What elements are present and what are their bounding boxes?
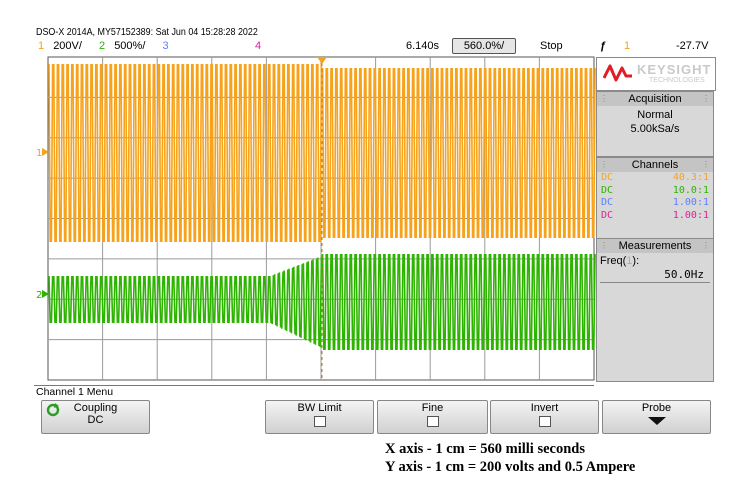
ch4-coupling: DC [601,209,614,221]
measurements-title-text: Measurements [618,240,692,252]
channels-title: ⋮ Channels ⋮ [597,158,713,172]
menu-title: Channel 1 Menu [36,386,114,398]
brand-sub: TECHNOLOGIES [649,77,705,84]
ch1-probe: 40.3:1 [672,172,709,183]
measurements-title: ⋮ Measurements ⋮ [597,239,713,253]
time-scale: 560.0%/ [463,40,505,52]
run-state[interactable]: Stop [540,40,563,52]
coupling-label: Coupling [73,402,118,414]
ch1-coupling: DC [601,172,614,183]
coupling-softkey[interactable]: Coupling DC [41,400,150,434]
ch2-probe: 10.0:1 [672,184,709,196]
acquisition-panel[interactable]: ⋮ Acquisition ⋮ Normal 5.00kSa/s [596,91,714,157]
keysight-wave-icon [603,64,632,82]
measurement-value: 50.0Hz [600,267,710,283]
channels-title-text: Channels [631,159,679,171]
time-scale-box[interactable]: 560.0%/ [452,38,516,54]
bw-limit-checkbox[interactable] [313,416,326,427]
measurement-label: Freq(1): [597,253,713,267]
keysight-logo: KEYSIGHT TECHNOLOGIES [596,57,716,91]
bw-limit-softkey[interactable]: BW Limit [265,400,374,434]
instrument-title: DSO-X 2014A, MY57152389: Sat Jun 04 15:2… [36,26,258,38]
x-axis-caption: X axis - 1 cm = 560 milli seconds [385,441,585,457]
meas-label-channel: 1 [626,255,633,267]
ch1-ground-marker[interactable]: 1 [36,148,49,159]
trigger-marker-icon [317,57,327,64]
fine-checkbox[interactable] [426,416,439,427]
fine-label: Fine [421,402,444,414]
channel-row-2[interactable]: DC 10.0:1 [601,185,709,198]
invert-softkey[interactable]: Invert [490,400,599,434]
bw-limit-label: BW Limit [297,402,342,414]
channel-row-1[interactable]: DC 40.3:1 [601,172,709,185]
fine-softkey[interactable]: Fine [377,400,488,434]
acquisition-title: ⋮ Acquisition ⋮ [597,92,713,106]
channel-row-4[interactable]: DC 1.00:1 [601,210,709,223]
ch2-waveform [48,253,596,351]
ch1-scale[interactable]: 200V/ [53,40,82,52]
acquisition-title-text: Acquisition [628,93,682,105]
probe-softkey[interactable]: Probe [602,400,711,434]
ch3-number[interactable]: 3 [162,40,169,52]
sample-rate: 5.00kSa/s [630,123,680,135]
channel-scale-bar: 1 200V/ 2 500%/ 3 [38,40,169,52]
meas-label-suffix: ): [632,255,640,267]
trigger-channel[interactable]: 1 [624,40,631,52]
coupling-value: DC [87,414,104,426]
channels-panel[interactable]: ⋮ Channels ⋮ DC 40.3:1 DC 10.0:1 DC 1.00… [596,157,714,239]
probe-label: Probe [641,402,672,414]
brand-name: KEYSIGHT [637,62,712,77]
y-axis-caption: Y axis - 1 cm = 200 volts and 0.5 Ampere [385,459,636,475]
invert-label: Invert [530,402,559,414]
channel-row-3[interactable]: DC 1.00:1 [601,197,709,210]
ch4-number[interactable]: 4 [255,40,262,52]
submenu-arrow-icon [647,417,666,425]
menu-divider [34,385,594,386]
ch3-coupling: DC [601,197,614,208]
meas-label-prefix: Freq( [600,255,627,267]
trigger-level[interactable]: -27.7V [676,40,709,52]
acquisition-mode: Normal [637,109,673,121]
trigger-icon: ƒ [600,40,607,52]
measurements-panel[interactable]: ⋮ Measurements ⋮ Freq(1): 50.0Hz [596,238,714,382]
ch4-probe: 1.00:1 [672,209,709,221]
time-delay[interactable]: 6.140s [406,40,440,52]
svg-text:1: 1 [36,148,42,159]
ch3-probe: 1.00:1 [672,197,709,208]
rotate-knob-icon [46,403,60,417]
invert-checkbox[interactable] [538,416,551,427]
ch1-number[interactable]: 1 [38,40,45,52]
ch2-number[interactable]: 2 [99,40,106,52]
channels-list: DC 40.3:1 DC 10.0:1 DC 1.00:1 DC 1.00:1 [597,172,713,222]
svg-text:2: 2 [36,290,42,301]
ch2-scale[interactable]: 500%/ [114,40,146,52]
ch2-coupling: DC [601,184,614,196]
ch2-ground-marker[interactable]: 2 [36,290,49,301]
ch1-waveform [48,63,596,243]
